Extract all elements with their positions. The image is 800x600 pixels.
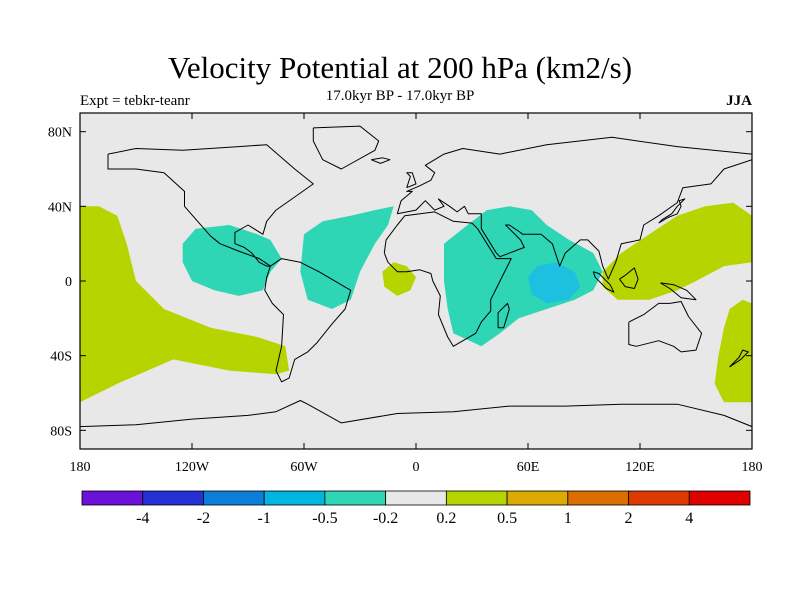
region-atlantic-negative (300, 206, 394, 309)
colorbar-swatch (445, 490, 508, 506)
longitude-axis: 180 120W 60W 0 60E 120E 180 (70, 113, 763, 475)
colorbar-label: -2 (197, 510, 210, 527)
season-label: JJA (726, 93, 752, 109)
coastline-antarctica (80, 400, 752, 428)
latitude-axis: 80N 40N 0 40S 80S (48, 126, 752, 439)
colorbar-label: 0.2 (436, 510, 456, 527)
colorbar-label: -0.5 (312, 510, 337, 527)
chart-subtitle: 17.0kyr BP - 17.0kyr BP (325, 88, 475, 104)
colorbar-swatch (324, 490, 387, 506)
lon-tick-label: 120W (175, 460, 210, 475)
colorbar-swatch (142, 490, 204, 506)
region-indian-ocean-negative (444, 206, 603, 347)
lat-tick-label: 80S (50, 424, 72, 439)
coastline-british-isles (406, 172, 417, 189)
coastline-new-zealand (729, 349, 749, 368)
region-gulf-of-guinea-positive (382, 262, 416, 296)
lon-tick-label: 60W (290, 460, 318, 475)
region-east-pacific-negative (182, 225, 282, 296)
coastlines (80, 125, 752, 428)
colorbar-swatch (81, 490, 144, 506)
colorbar: -4 -2 -1 -0.5 -0.2 0.2 0.5 1 2 4 (81, 490, 751, 527)
colorbar-swatch (385, 490, 447, 506)
coastline-borneo (619, 267, 639, 289)
coastline-north-america (107, 144, 314, 267)
coastline-africa (383, 211, 512, 347)
lat-tick-label: 40S (50, 350, 72, 365)
coastline-japan (658, 198, 686, 224)
lon-tick-label: 0 (413, 460, 420, 475)
contour-regions (80, 202, 752, 403)
region-indian-ocean-core (528, 262, 581, 304)
coastline-iceland (371, 157, 391, 164)
lat-tick-label: 0 (65, 275, 72, 290)
colorbar-swatch (203, 490, 265, 506)
region-west-pacific-positive (602, 202, 752, 300)
colorbar-label: 0.5 (497, 510, 517, 527)
lon-tick-label: 180 (742, 460, 763, 475)
colorbar-swatch (506, 490, 569, 506)
coastline-australia (628, 301, 703, 353)
lon-tick-label: 180 (70, 460, 91, 475)
colorbar-swatch (567, 490, 629, 506)
coastline-new-guinea (660, 282, 697, 301)
region-southwest-pacific-positive (714, 299, 752, 403)
lat-tick-label: 80N (48, 126, 72, 141)
colorbar-swatch (688, 490, 751, 506)
chart-title: Velocity Potential at 200 hPa (km2/s) (167, 50, 633, 85)
coastline-madagascar (497, 302, 510, 329)
lon-tick-label: 60E (517, 460, 540, 475)
region-central-pacific-positive (80, 206, 290, 403)
colorbar-swatch (263, 490, 326, 506)
coastline-greenland (312, 125, 380, 170)
colorbar-label: -0.2 (373, 510, 398, 527)
colorbar-label: -4 (136, 510, 149, 527)
colorbar-label: 1 (564, 510, 572, 527)
coastline-sumatra (592, 271, 615, 293)
colorbar-swatch (628, 490, 690, 506)
lon-tick-label: 120E (625, 460, 655, 475)
coastline-south-america (264, 258, 352, 383)
lat-tick-label: 40N (48, 200, 72, 215)
coastline-eurasia (396, 136, 752, 280)
colorbar-label: 2 (625, 510, 633, 527)
experiment-label: Expt = tebkr-teanr (80, 93, 190, 109)
colorbar-label: 4 (685, 510, 693, 527)
colorbar-label: -1 (258, 510, 271, 527)
